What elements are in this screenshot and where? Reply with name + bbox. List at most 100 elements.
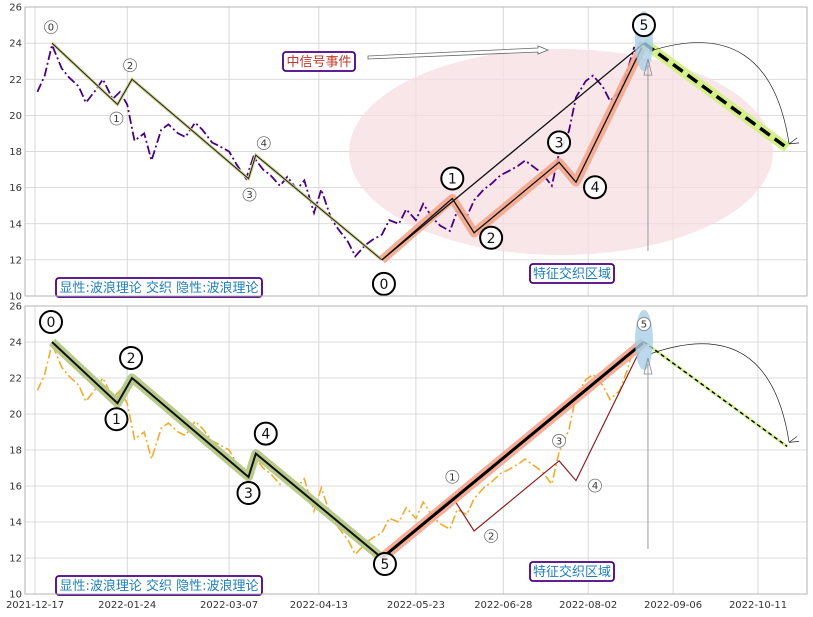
p1-wave-label-0: 0 [44,20,58,35]
p2-wave-circle [236,481,261,505]
p1-wave-text: 5 [640,18,649,34]
p1-trend-line [381,42,645,261]
p1-ytick-label: 18 [9,147,22,158]
p2-ytick-label: 26 [9,302,22,313]
p1-signal-event-label-box [282,51,356,72]
p1-wave-label-0: 0 [371,271,396,296]
p1-wave1-line [51,42,383,261]
p2-wave-label-2: 2 [484,529,499,543]
p2-wave-label-1: 1 [104,407,129,432]
p1-ytick-label: 16 [9,183,22,194]
p1-wave-label-4: 4 [256,136,271,151]
p1-wave-circle [440,166,465,191]
p1-wave-circle [109,111,124,126]
p1-curve-arrow [649,42,790,144]
p2-wave-circle [119,346,144,370]
p1-wave-label-1: 1 [109,111,124,126]
p2-trend-line [380,340,645,560]
xtick-label: 2022-10-11 [729,600,787,611]
p1-wave-text: 4 [261,139,267,150]
p1-wave-text: 0 [48,23,54,34]
p2-wave-label-4: 4 [588,478,602,493]
xtick-label: 2022-09-06 [644,600,702,611]
p2-wave1-line [51,341,383,559]
p1-price-line [36,41,636,258]
p2-ytick-label: 24 [9,338,22,349]
p1-wave-label-5: 5 [631,13,656,38]
p1-wave-text: 0 [379,277,388,293]
xtick-label: 2022-03-07 [200,600,258,611]
p2-wave-circle [552,433,566,448]
p2-wave-label-4: 4 [253,421,278,446]
p1-forecast-line [642,41,789,150]
p2-legend-label: 显性:波浪理论 交织 隐性:波浪理论 [59,578,258,594]
p2-ytick-label: 12 [9,554,22,565]
p2-forecast-line [643,341,788,447]
p2-wave-text: 2 [127,351,136,367]
p1-feature-zone-label-box [529,263,615,284]
p2-curve-arrow [649,343,790,443]
p1-wave-text: 2 [127,61,133,72]
p1-wave-label-2: 2 [123,58,137,73]
p2-wave-circle [484,529,499,543]
p2-price-line [36,341,636,556]
p2-wave-circle [253,421,278,446]
p2-ytick-label: 10 [9,590,22,601]
p1-ytick-label: 22 [9,75,22,86]
p1-wave-label-3: 3 [242,187,257,202]
p2-ytick-label: 20 [9,410,22,421]
p2-ytick-label: 16 [9,482,22,493]
p1-wave-label-4: 4 [583,175,608,200]
p2-wave-text: 4 [261,427,270,443]
p2-wave-label-3: 3 [236,481,261,505]
p2-wave-label-1: 1 [445,469,460,484]
xtick-label: 2022-04-13 [290,600,348,611]
p1-ytick-label: 20 [9,111,22,122]
p1-wave-circle [547,130,572,155]
p2-wave-text: 1 [112,412,121,428]
p1-wave-circle [44,20,58,35]
p2-ytick-label: 14 [9,518,22,529]
p1-feature-zone-label: 特征交织区域 [533,266,611,282]
xtick-label: 2021-12-17 [6,600,64,611]
p2-wave-circle [104,407,129,432]
p2-wave-text: 3 [244,486,253,502]
p1-wave-circle [242,187,257,202]
p2-wave-text: 5 [641,320,647,331]
p2-legend-label-box [55,575,263,596]
p2-wave-label-5: 5 [637,317,651,331]
p1-wave-text: 2 [487,231,496,247]
p2-ytick-label: 22 [9,374,22,385]
p2-wave-label-2: 2 [119,346,144,370]
p2-feature-zone-label: 特征交织区域 [533,564,611,580]
xtick-label: 2022-05-23 [387,600,445,611]
p2-wave-text: 4 [592,481,598,492]
p2-wave-circle [38,310,63,334]
p2-ytick-label: 18 [9,446,22,457]
p2-wave-text: 3 [556,436,562,447]
p2-wave-text: 0 [47,315,56,331]
p2-wave-label-3: 3 [552,433,566,448]
p1-wave-circle [479,225,504,250]
p1-frame [24,6,808,297]
p1-wave-circle [256,136,271,151]
p2-wave-label-0: 0 [38,310,63,334]
p1-wave-circle [631,13,656,38]
p1-legend-label-box [55,277,263,298]
p1-wave-text: 1 [113,114,119,125]
p1-signal-event-label: 中信号事件 [286,55,351,70]
p2-wave-circle [445,469,460,484]
p1-ytick-label: 10 [9,292,22,303]
p2-vertical-arrow [643,357,653,549]
p1-wave-text: 3 [555,135,564,151]
p2-wave-label-5: 5 [372,552,397,576]
p1-wave-circle [123,58,137,73]
p1-wave-label-3: 3 [547,130,572,155]
p1-ytick-label: 12 [9,255,22,266]
xtick-label: 2022-01-24 [98,600,156,611]
xtick-label: 2022-08-02 [559,600,617,611]
p1-wave-text: 3 [246,190,252,201]
p2-wave-circle [372,552,397,576]
